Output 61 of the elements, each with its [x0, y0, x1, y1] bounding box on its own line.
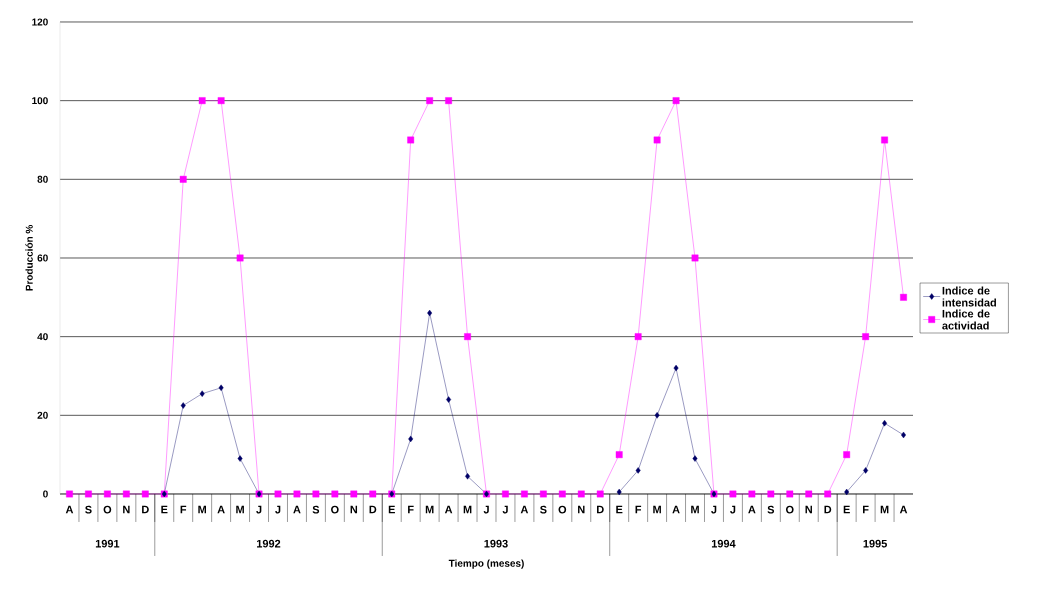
x-tick-label: S [540, 505, 547, 514]
x-tick-label: D [369, 505, 377, 514]
y-tick-label: 60 [37, 254, 48, 262]
x-tick-label: J [730, 505, 736, 514]
x-tick-label: M [425, 505, 434, 514]
y-axis-title: Producción % [25, 225, 33, 291]
x-tick-label: S [767, 505, 775, 514]
x-tick-label: A [520, 505, 529, 514]
x-tick-label: S [312, 505, 320, 514]
legend-label: Indice de intensidad [942, 286, 996, 307]
text: 1992 [257, 539, 281, 548]
y-tick-label: 120 [32, 18, 48, 26]
x-tick-label: M [236, 505, 244, 514]
x-tick-label: S [85, 505, 92, 514]
x-tick-label: A [748, 505, 756, 514]
x-tick-label: A [65, 505, 74, 514]
x-tick-label: F [863, 505, 869, 514]
x-tick-label: N [805, 505, 812, 514]
text: 1995 [863, 539, 887, 548]
y-tick-label: 100 [32, 97, 48, 105]
x-tick-label: M [198, 505, 206, 514]
x-tick-label: A [899, 505, 908, 514]
x-tick-label: N [578, 505, 585, 514]
x-tick-label: J [483, 505, 489, 514]
x-tick-label: A [217, 505, 225, 514]
x-tick-label: D [142, 505, 149, 514]
text: 1993 [484, 539, 508, 548]
x-tick-label: N [350, 505, 358, 514]
x-tick-label: F [180, 505, 187, 514]
x-tick-label: O [785, 505, 794, 514]
x-tick-label: J [256, 505, 262, 514]
x-tick-label: M [880, 505, 889, 514]
y-tick-label: 0 [43, 490, 48, 498]
y-tick-label: 80 [37, 175, 48, 183]
legend-label: Indice de actividad [942, 309, 990, 330]
x-tick-label: M [653, 505, 661, 514]
y-tick-label: 40 [37, 333, 48, 341]
x-tick-label: F [408, 505, 414, 514]
x-tick-label: A [672, 505, 680, 514]
y-tick-label: 20 [37, 411, 48, 419]
x-tick-label: J [711, 505, 717, 514]
text: 1991 [95, 539, 120, 548]
text: 1994 [711, 539, 736, 548]
x-tick-label: O [103, 505, 112, 514]
x-tick-label: F [635, 505, 642, 514]
x-tick-label: A [444, 505, 453, 514]
x-tick-label: J [275, 505, 281, 514]
x-tick-label: M [463, 505, 472, 514]
x-tick-label: N [123, 505, 130, 514]
x-tick-label: J [502, 505, 508, 514]
x-tick-label: A [293, 505, 301, 514]
x-tick-label: M [691, 505, 699, 514]
x-tick-label: E [843, 505, 850, 514]
x-tick-label: D [824, 505, 832, 514]
x-tick-label: E [616, 505, 623, 514]
x-tick-label: E [161, 505, 168, 514]
x-tick-label: O [331, 505, 339, 514]
x-tick-label: O [558, 505, 567, 514]
x-tick-label: E [388, 505, 395, 514]
x-axis-title: Tiempo (meses) [448, 559, 524, 569]
x-tick-label: D [597, 505, 604, 514]
